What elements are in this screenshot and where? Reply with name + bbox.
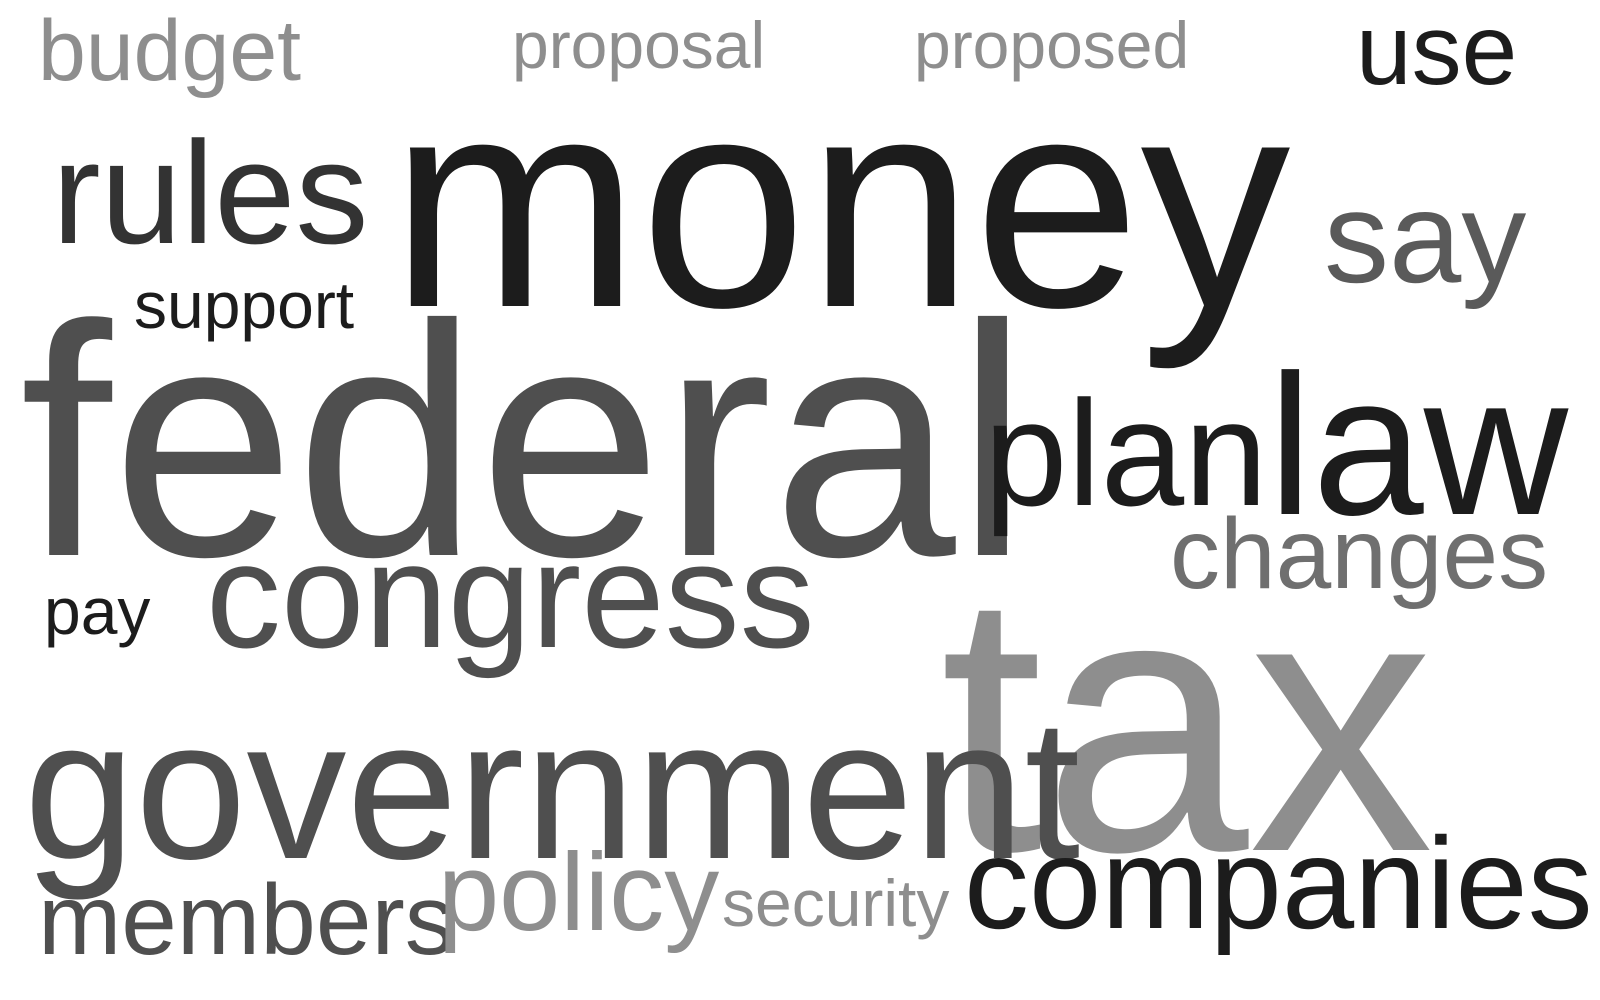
word-budget: budget xyxy=(38,3,302,99)
word-use: use xyxy=(1356,0,1518,106)
word-law: law xyxy=(1268,334,1569,557)
word-policy: policy xyxy=(438,831,720,954)
word-money: money xyxy=(390,34,1291,370)
word-tax: tax xyxy=(940,516,1434,929)
word-congress: congress xyxy=(206,511,815,679)
word-support: support xyxy=(134,268,355,342)
word-proposal: proposal xyxy=(512,8,766,82)
word-government: government xyxy=(24,678,1081,901)
word-pay: pay xyxy=(44,574,151,648)
word-security: security xyxy=(722,866,950,940)
word-changes: changes xyxy=(1170,498,1549,610)
word-rules: rules xyxy=(52,111,369,274)
word-plan: plan xyxy=(984,369,1268,537)
word-proposed: proposed xyxy=(914,8,1190,82)
word-members: members xyxy=(38,864,455,976)
word-say: say xyxy=(1324,164,1527,310)
word-companies: companies xyxy=(964,810,1593,956)
word-federal: federal xyxy=(20,256,1030,625)
